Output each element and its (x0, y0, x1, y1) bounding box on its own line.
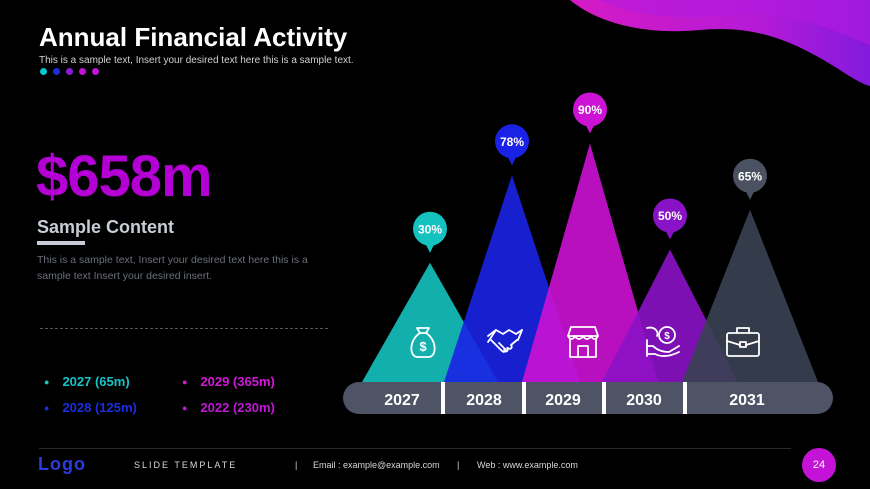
value-bubble-2027: 30% (413, 211, 447, 253)
legend-label: 2028 (125m) (62, 400, 137, 415)
bubble-circle (495, 124, 529, 159)
legend-label: 2027 (65m) (62, 374, 130, 389)
legend-label: 2029 (365m) (200, 374, 275, 389)
footer-template-label: SLIDE TEMPLATE (134, 460, 238, 470)
timeline-separator (602, 382, 606, 414)
hand-dollar-icon: $ (646, 326, 680, 357)
page-title: Annual Financial Activity (39, 22, 348, 52)
decorative-dot (40, 68, 47, 75)
value-bubble-2029: 90% (573, 92, 607, 134)
footer-website: Web : www.example.com (477, 460, 578, 470)
decorative-dot (92, 68, 99, 75)
category-label-2030: 2030 (626, 392, 662, 409)
decorative-dots (40, 68, 99, 75)
value-bubble-2028: 78% (495, 124, 529, 166)
value-label: 90% (578, 103, 602, 117)
legend-bullet: ● (182, 402, 188, 413)
bubble-circle (573, 92, 607, 127)
legend-item-2029: ● 2029 (365m) (182, 374, 275, 389)
footer-separator: | (457, 460, 460, 470)
legend-bullet: ● (44, 376, 50, 387)
category-label-2029: 2029 (545, 392, 581, 409)
legend-item-2028: ● 2028 (125m) (44, 400, 137, 415)
svg-text:$: $ (419, 339, 427, 354)
divider (40, 328, 328, 329)
value-bubble-2030: 50% (653, 198, 687, 240)
footer-email: Email : example@example.com (313, 460, 440, 470)
page-subtitle: This is a sample text, Insert your desir… (39, 55, 354, 66)
category-label-2027: 2027 (384, 392, 420, 409)
bubble-pointer (425, 242, 435, 253)
legend-bullet: ● (44, 402, 50, 413)
highlight-amount: $658m (36, 144, 213, 209)
heading-underline (37, 241, 85, 245)
category-label-2031: 2031 (729, 392, 765, 409)
bubble-pointer (745, 189, 755, 200)
handshake-icon (487, 329, 523, 353)
store-icon (567, 326, 599, 358)
legend-item-2022: ● 2022 (230m) (182, 400, 275, 415)
bubble-pointer (507, 155, 517, 166)
timeline-separator (683, 382, 687, 414)
logo: Logo (38, 454, 86, 474)
timeline-separator (441, 382, 445, 414)
highlight-heading: Sample Content (37, 217, 175, 237)
bubble-pointer (665, 229, 675, 240)
footer-separator: | (295, 460, 298, 470)
legend-bullet: ● (182, 376, 188, 387)
bubble-pointer (585, 123, 595, 134)
decorative-dot (66, 68, 73, 75)
highlight-body: This is a sample text, Insert your desir… (37, 254, 308, 282)
timeline-separator (522, 382, 526, 414)
value-label: 78% (500, 135, 524, 149)
money-bag-icon: $ (410, 327, 436, 358)
value-label: 30% (418, 222, 442, 236)
decorative-dot (53, 68, 60, 75)
value-label: 50% (658, 209, 682, 223)
bar-triangle-2031 (682, 209, 818, 382)
legend-label: 2022 (230m) (200, 400, 275, 415)
bar-triangle-2029 (522, 143, 658, 382)
bubble-circle (653, 198, 687, 233)
timeline-bar (343, 382, 833, 414)
bubble-circle (413, 211, 447, 246)
value-label: 65% (738, 169, 762, 183)
value-bubble-2031: 65% (733, 158, 767, 200)
footer-divider (39, 448, 791, 449)
bubble-circle (733, 158, 767, 193)
category-label-2028: 2028 (466, 392, 502, 409)
briefcase-icon (726, 327, 760, 357)
page-number: 24 (802, 448, 836, 482)
svg-text:$: $ (664, 331, 670, 342)
decorative-dot (79, 68, 86, 75)
legend-item-2027: ● 2027 (65m) (44, 374, 130, 389)
